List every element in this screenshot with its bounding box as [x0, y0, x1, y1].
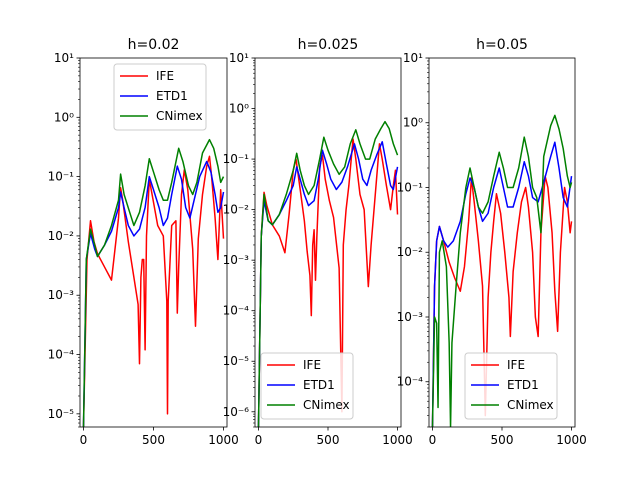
- legend: IFE ETD1 CNimex: [113, 63, 207, 131]
- y-tick-label: 10⁻⁵: [48, 407, 75, 421]
- series-line-etd1: [431, 141, 573, 427]
- y-tick-label: 10⁰: [54, 110, 74, 124]
- series-line-ife: [431, 175, 573, 427]
- y-tick-label: 10⁻²: [397, 245, 424, 259]
- y-tick-label: 10⁰: [229, 102, 249, 116]
- series-line-cnimex: [257, 120, 399, 427]
- series-line-ife: [82, 155, 225, 427]
- y-tick-label: 10⁻⁴: [223, 304, 250, 318]
- x-tick-label: 0: [255, 433, 263, 447]
- y-tick-label: 10¹: [403, 51, 423, 65]
- x-tick-label: 500: [142, 433, 165, 447]
- chart-title: h=0.025: [298, 37, 359, 53]
- series-line-cnimex: [82, 138, 225, 427]
- legend-label-ife: IFE: [507, 358, 525, 372]
- legend-label-cnimex: CNimex: [303, 398, 350, 412]
- legend: IFE ETD1 CNimex: [464, 352, 558, 420]
- y-tick-label: 10⁻⁶: [223, 405, 250, 419]
- y-tick-label: 10¹: [54, 51, 74, 65]
- x-tick-label: 0: [80, 433, 88, 447]
- y-tick-label: 10⁻³: [397, 310, 424, 324]
- y-tick-label: 10⁻⁵: [223, 354, 250, 368]
- series-line-cnimex: [431, 114, 573, 427]
- legend-box: [113, 63, 207, 131]
- x-tick-label: 1000: [208, 433, 239, 447]
- panel-h0025: h=0.025 0 500 1000 10⁻⁶ 10⁻⁵ 10⁻⁴ 10⁻³ 10⁻² 10⁻¹…: [223, 37, 413, 447]
- x-tick-label: 0: [429, 433, 437, 447]
- y-tick-label: 10⁻¹: [48, 170, 75, 184]
- y-tick-label: 10⁻¹: [223, 152, 250, 166]
- y-tick-label: 10⁰: [403, 116, 423, 130]
- legend-label-cnimex: CNimex: [507, 398, 554, 412]
- legend-label-etd1: ETD1: [156, 89, 188, 103]
- legend-box: [464, 352, 558, 420]
- y-tick-label: 10⁻⁴: [48, 348, 75, 362]
- y-tick-label: 10⁻³: [48, 288, 75, 302]
- x-tick-label: 500: [317, 433, 340, 447]
- legend: IFE ETD1 CNimex: [260, 352, 354, 420]
- series-line-ife: [257, 138, 399, 427]
- x-tick-label: 1000: [382, 433, 413, 447]
- legend-label-ife: IFE: [303, 358, 321, 372]
- y-tick-label: 10¹: [229, 51, 249, 65]
- legend-label-etd1: ETD1: [507, 378, 539, 392]
- chart-title: h=0.02: [128, 37, 180, 53]
- y-tick-label: 10⁻²: [48, 229, 75, 243]
- legend-label-cnimex: CNimex: [156, 109, 203, 123]
- y-tick-label: 10⁻⁴: [397, 375, 424, 389]
- chart-title: h=0.05: [476, 37, 528, 53]
- legend-box: [260, 352, 354, 420]
- y-tick-label: 10⁻¹: [397, 180, 424, 194]
- x-tick-label: 1000: [556, 433, 587, 447]
- legend-label-etd1: ETD1: [303, 378, 335, 392]
- legend-label-ife: IFE: [156, 69, 174, 83]
- y-tick-label: 10⁻²: [223, 203, 250, 217]
- x-tick-label: 500: [491, 433, 514, 447]
- panel-h002: h=0.02 0 500 1000 10⁻⁵ 10⁻⁴ 10⁻³ 10⁻² 10⁻¹ 10⁰ 10…: [48, 37, 239, 447]
- panel-h005: h=0.05 0 500 1000 10⁻⁴ 10⁻³ 10⁻² 10⁻¹ 10⁰ 10¹ IFE…: [397, 37, 587, 447]
- y-tick-label: 10⁻³: [223, 253, 250, 267]
